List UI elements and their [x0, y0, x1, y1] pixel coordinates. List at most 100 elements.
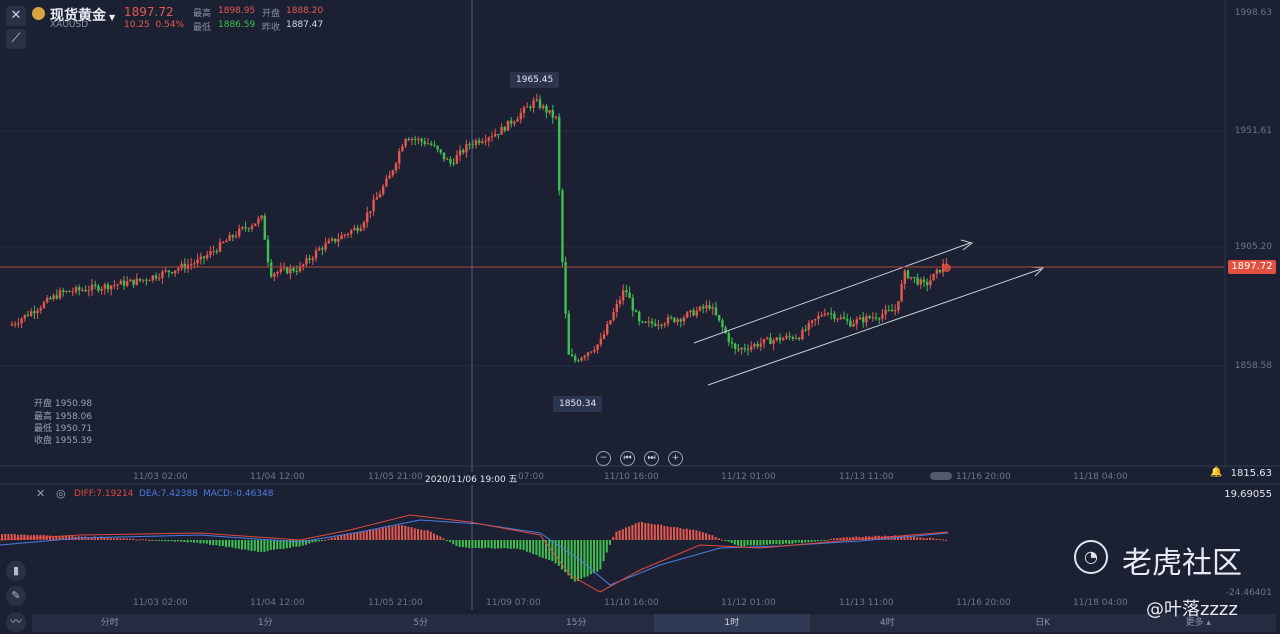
candle-body	[478, 140, 481, 143]
zoom-out-button[interactable]: −	[596, 451, 611, 466]
macd-bar	[903, 536, 906, 540]
skip-forward-button[interactable]: ⏭	[644, 451, 659, 466]
candle-body	[849, 320, 852, 327]
open-label: 开盘	[262, 9, 281, 19]
macd-bar	[785, 540, 787, 544]
candle-body	[295, 270, 298, 272]
macd-bar	[615, 531, 618, 540]
macd-bar	[676, 527, 679, 540]
candle-body	[634, 310, 638, 312]
candle-body	[286, 267, 289, 274]
macd-bar	[833, 538, 835, 540]
macd-bar	[401, 525, 403, 540]
macd-bar	[273, 540, 275, 550]
candle-body	[394, 163, 398, 171]
candle-body	[775, 337, 778, 341]
tab-5min[interactable]: 5分	[413, 618, 429, 628]
bell-icon[interactable]: 🔔	[1210, 467, 1223, 478]
macd-bar	[215, 540, 218, 546]
tab-4hour[interactable]: 4时	[879, 618, 895, 628]
candle-body	[929, 280, 932, 286]
candle-body	[622, 290, 625, 301]
tab-daily[interactable]: 日K	[1035, 618, 1051, 628]
candle-body	[756, 344, 759, 347]
macd-bar	[337, 536, 339, 540]
macd-bar	[516, 540, 519, 549]
symbol-name[interactable]: 现货黄金 ▼	[50, 8, 116, 24]
candle-body	[158, 277, 161, 279]
macd-close-icon[interactable]: ✕	[36, 487, 46, 500]
macd-bar	[500, 540, 503, 549]
macd-bar	[452, 540, 455, 545]
macd-bar	[353, 532, 355, 540]
macd-bar	[666, 526, 669, 540]
candle-body	[612, 312, 615, 321]
macd-bar	[429, 531, 432, 540]
tab-timeshare[interactable]: 分时	[100, 618, 119, 628]
x-axis-label: 11/05 21:00	[368, 472, 423, 482]
candle-body	[142, 279, 145, 281]
pen-button[interactable]: ✎	[6, 586, 26, 606]
symbol-code: XAUUSD	[50, 20, 89, 30]
macd-top: 19.69055	[1224, 489, 1272, 500]
candle-body	[769, 337, 772, 345]
scroll-handle[interactable]	[930, 472, 952, 480]
candle-body	[238, 228, 241, 236]
candle-body	[615, 303, 618, 313]
candle-body	[71, 291, 74, 293]
candle-body	[452, 163, 455, 165]
chart-type-button[interactable]: 〰	[6, 612, 26, 632]
macd-x-label: 11/04 12:00	[250, 598, 305, 608]
gold-coin-icon	[32, 7, 45, 20]
tab-1hour[interactable]: 1时	[654, 614, 810, 632]
candle-body	[590, 351, 593, 353]
candle-body	[570, 354, 574, 357]
candle-body	[833, 313, 836, 319]
macd-bar	[362, 531, 365, 540]
candle-body	[231, 235, 234, 238]
y-axis-tick: 1951.61	[1234, 126, 1272, 136]
candle-body	[298, 266, 302, 272]
macd-bar	[778, 540, 781, 545]
candle-body	[78, 287, 81, 291]
tab-15min[interactable]: 15分	[566, 618, 587, 628]
macd-bar	[650, 523, 653, 540]
skip-back-button[interactable]: ⏮	[620, 451, 635, 466]
candle-body	[772, 340, 775, 345]
draw-tool-button[interactable]: ⟋	[6, 29, 26, 49]
candle-body	[228, 235, 231, 241]
indicator-button[interactable]: ▮	[6, 561, 26, 581]
macd-bar	[125, 538, 128, 540]
macd-bar	[193, 540, 195, 543]
candle-body	[481, 141, 484, 143]
candle-body	[362, 222, 366, 229]
candle-body	[881, 314, 884, 319]
candle-body	[199, 256, 202, 260]
candle-body	[644, 321, 647, 323]
channel-upper-line	[693, 242, 971, 344]
x-axis-label: 07:00	[518, 472, 544, 482]
tab-more[interactable]: 更多 ▴	[1185, 618, 1211, 628]
close-button[interactable]: ✕	[6, 6, 26, 26]
candle-body	[388, 175, 391, 179]
zoom-in-button[interactable]: +	[668, 451, 683, 466]
tab-1min[interactable]: 1分	[257, 618, 273, 628]
macd-bar	[589, 540, 592, 575]
macd-bar	[93, 536, 96, 540]
candle-body	[532, 100, 535, 108]
candle-body	[263, 215, 266, 240]
candle-body	[650, 321, 654, 324]
candle-body	[103, 284, 106, 289]
candle-body	[151, 275, 154, 281]
macd-bottom: -24.46401	[1225, 588, 1272, 598]
candle-body	[692, 310, 695, 316]
macd-bar	[554, 540, 557, 564]
macd-x-label: 11/05 21:00	[368, 598, 423, 608]
candle-body	[868, 316, 871, 318]
macd-settings-icon[interactable]: ◎	[56, 487, 66, 500]
min-price-tooltip: 1850.34	[553, 396, 603, 412]
macd-bar	[925, 538, 928, 540]
macd-bar	[461, 540, 464, 548]
candle-body	[17, 323, 20, 325]
